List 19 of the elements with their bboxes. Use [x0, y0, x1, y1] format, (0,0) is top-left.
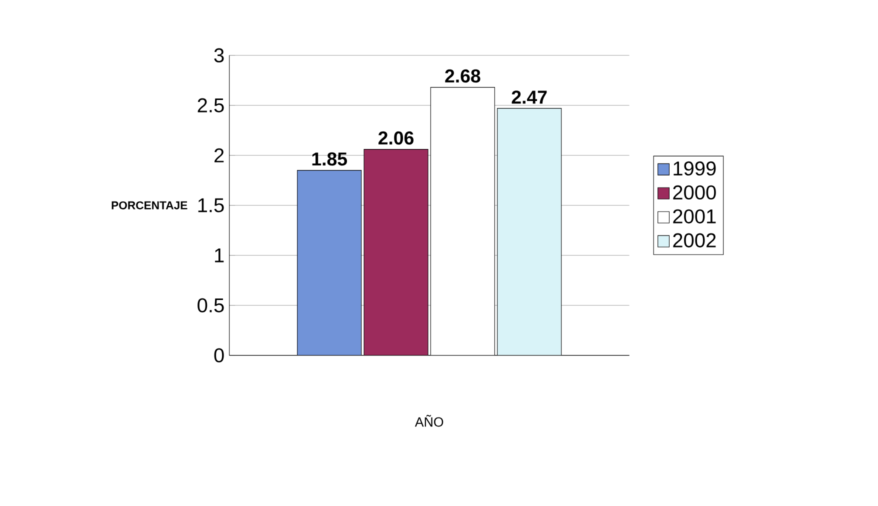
- legend-label: 1999: [674, 161, 716, 176]
- bar: [497, 108, 562, 356]
- data-label: 2.68: [445, 69, 480, 83]
- y-tick-label: 1: [215, 248, 224, 262]
- data-label: 1.85: [312, 152, 347, 166]
- legend-label: 2000: [673, 185, 716, 200]
- legend-label: 2001: [673, 209, 716, 224]
- y-tick-label: 3: [214, 48, 224, 62]
- y-tick-label: 0.5: [198, 298, 224, 312]
- y-axis-title: PORCENTAJE: [112, 201, 188, 210]
- y-tick-label: 2.5: [198, 98, 224, 112]
- y-tick-label: 0: [214, 348, 224, 362]
- data-label: 2.06: [378, 131, 414, 145]
- y-tick-label: 1.5: [198, 198, 224, 212]
- bar: [430, 87, 495, 356]
- x-axis-title: AÑO: [414, 414, 444, 427]
- legend-label: 2002: [673, 233, 716, 248]
- y-tick-label: 2: [214, 148, 224, 162]
- data-label: 2.47: [512, 90, 547, 104]
